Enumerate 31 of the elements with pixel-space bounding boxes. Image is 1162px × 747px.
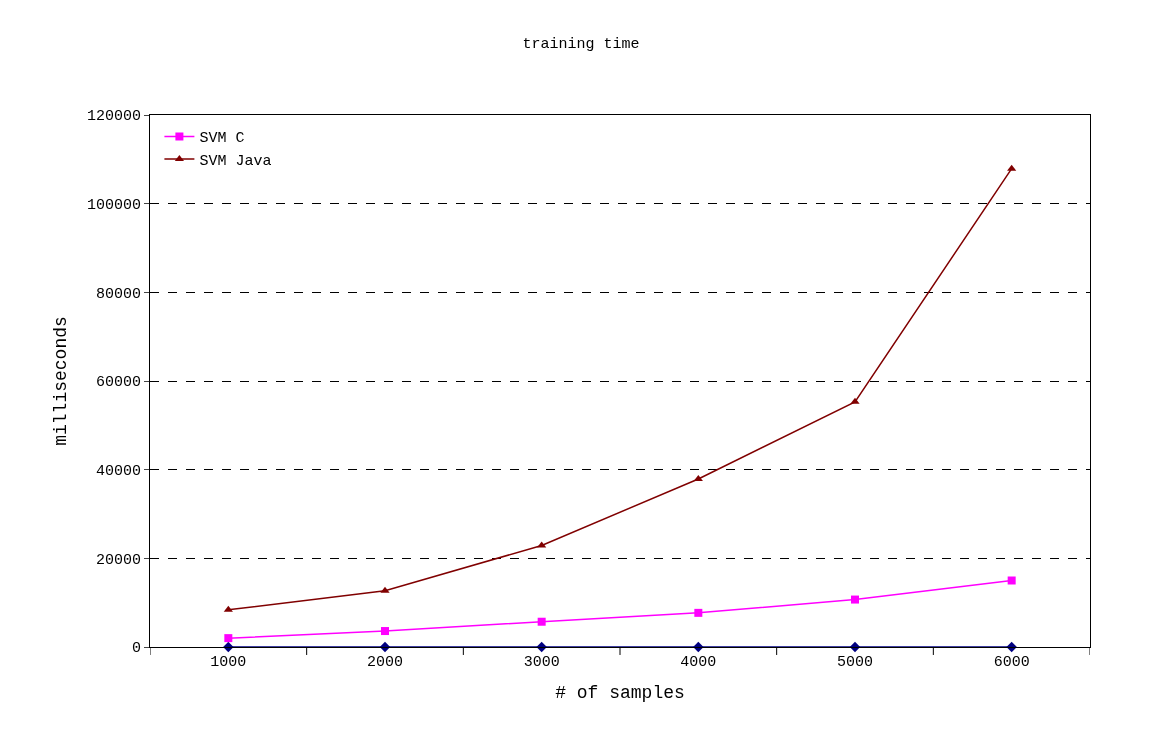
point [380, 586, 390, 593]
y-tick-label: 40000 [95, 462, 141, 480]
legend-label: SVM C [199, 130, 245, 148]
y-tick-label: 20000 [95, 551, 141, 569]
point [851, 595, 859, 604]
point [224, 634, 233, 643]
point [379, 641, 391, 653]
x-axis-title: # of samples [555, 683, 685, 704]
y-axis-title: milliseconds [51, 316, 72, 446]
point [693, 474, 703, 481]
x-tick-label: 3000 [523, 654, 560, 671]
legend-label: SVM Java [199, 152, 272, 170]
chart-title: training time [522, 35, 640, 53]
point [849, 641, 861, 653]
point [850, 397, 860, 404]
point [694, 608, 703, 617]
y-tick-label: 0 [131, 640, 141, 658]
point [223, 605, 233, 612]
point [1007, 576, 1016, 585]
y-tick-label: 80000 [95, 285, 141, 303]
x-tick-label: 5000 [836, 654, 874, 671]
x-tick-label: 1000 [210, 654, 247, 671]
x-tick-label: 2000 [366, 654, 404, 671]
y-tick-label: 100000 [86, 196, 141, 214]
x-tick-label: 4000 [680, 654, 717, 671]
x-tick-label: 6000 [993, 654, 1030, 671]
y-tick-label: 60000 [95, 374, 141, 392]
y-tick-label: 120000 [86, 108, 141, 126]
point [1007, 164, 1017, 171]
point [537, 617, 546, 626]
point [381, 627, 389, 636]
